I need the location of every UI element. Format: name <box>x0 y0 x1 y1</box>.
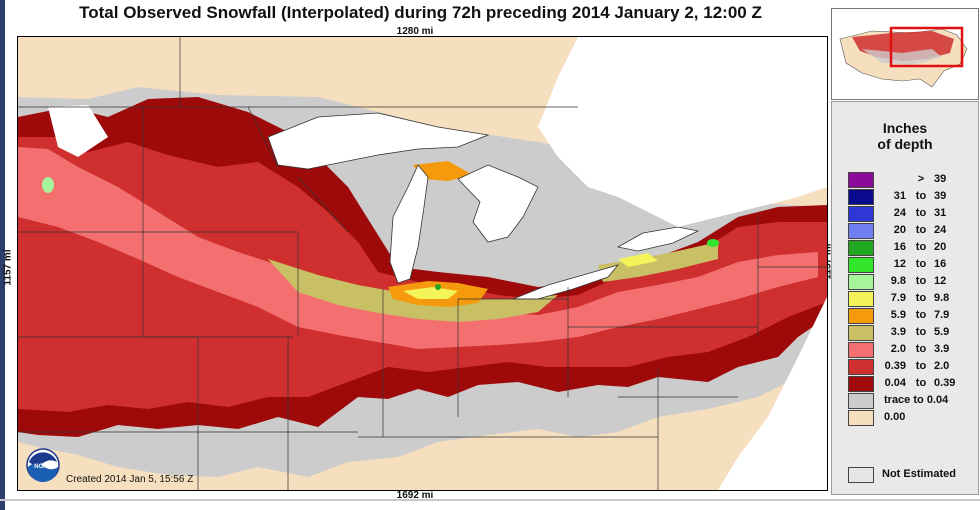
legend-to-value: to <box>915 360 927 372</box>
legend-hi-value: 20 <box>934 241 947 253</box>
legend-swatch <box>848 342 874 358</box>
svg-text:NOAA: NOAA <box>34 464 52 470</box>
legend-hi-value: 5.9 <box>934 326 950 338</box>
not-estimated-swatch <box>848 467 874 483</box>
legend: Inches of depth >39 31 to 39 24 to 31 20 to 24 16 t… <box>831 101 979 495</box>
legend-row: 2.0 to 3.9 <box>848 342 978 359</box>
legend-hi-value: 16 <box>934 258 947 270</box>
legend-swatch <box>848 240 874 256</box>
legend-row: 5.9 to 7.9 <box>848 308 978 325</box>
legend-lo-value: 31 <box>893 190 906 202</box>
region-highlight-box <box>889 26 964 68</box>
legend-to-value: to <box>915 309 927 321</box>
legend-lo-value: 0.04 <box>884 377 906 389</box>
legend-title-line1: Inches <box>882 120 928 136</box>
legend-swatch <box>848 308 874 324</box>
legend-lo-value: 9.8 <box>890 275 906 287</box>
snowfall-map-graphic <box>18 37 827 490</box>
snowfall-map <box>17 36 828 491</box>
legend-lo-value: 3.9 <box>890 326 906 338</box>
legend-row: 7.9 to 9.8 <box>848 291 978 308</box>
legend-to-value: to <box>915 343 927 355</box>
legend-to-value: to <box>915 190 927 202</box>
locator-map <box>832 9 978 99</box>
legend-row: 3.9 to 5.9 <box>848 325 978 342</box>
legend-swatch <box>848 274 874 290</box>
legend-lo-value: 16 <box>893 241 906 253</box>
legend-hi-value: 39 <box>934 173 947 185</box>
legend-swatch <box>848 223 874 239</box>
legend-row: 0.00 <box>848 410 978 427</box>
legend-swatch <box>848 393 874 409</box>
legend-lo-value: 2.0 <box>890 343 906 355</box>
legend-swatch <box>848 359 874 375</box>
legend-swatch <box>848 376 874 392</box>
legend-row: 0.04 to 0.39 <box>848 376 978 393</box>
legend-hi-value: 39 <box>934 190 947 202</box>
bottom-distance-label: 1692 mi <box>396 490 434 501</box>
left-distance-label: 1157 mi <box>2 249 14 286</box>
legend-lo-value: 24 <box>893 207 906 219</box>
legend-swatch <box>848 189 874 205</box>
legend-hi-value: 24 <box>934 224 947 236</box>
legend-lo-value: 0.39 <box>884 360 906 372</box>
legend-hi-value: 12 <box>934 275 947 287</box>
legend-title: Inches of depth <box>832 120 978 152</box>
legend-lo-value: 12 <box>893 258 906 270</box>
legend-row: 31 to 39 <box>848 189 978 206</box>
legend-range-label: trace to 0.04 <box>884 394 949 406</box>
legend-to-value: to <box>915 275 927 287</box>
legend-lo-value: 5.9 <box>890 309 906 321</box>
legend-to-value: to <box>915 326 927 338</box>
legend-to-value: to <box>915 241 927 253</box>
legend-to-value: to <box>915 377 927 389</box>
noaa-logo: NOAA <box>26 448 60 482</box>
legend-title-line2: of depth <box>877 136 933 152</box>
legend-hi-value: 7.9 <box>934 309 950 321</box>
legend-hi-value: 3.9 <box>934 343 950 355</box>
legend-to-value: to <box>915 224 927 236</box>
legend-swatch <box>848 206 874 222</box>
legend-row: 24 to 31 <box>848 206 978 223</box>
legend-swatch <box>848 257 874 273</box>
legend-swatch <box>848 325 874 341</box>
legend-lo-value: 7.9 <box>890 292 906 304</box>
map-title: Total Observed Snowfall (Interpolated) d… <box>79 3 762 22</box>
legend-hi-value: 2.0 <box>934 360 950 372</box>
legend-row: trace to 0.04 <box>848 393 978 410</box>
legend-row: >39 <box>848 172 978 189</box>
legend-lo-value: 20 <box>893 224 906 236</box>
legend-hi-value: 31 <box>934 207 947 219</box>
legend-hi-value: 9.8 <box>934 292 950 304</box>
top-distance-label: 1280 mi <box>396 26 434 37</box>
legend-range-label: 0.00 <box>884 411 906 423</box>
legend-row: 20 to 24 <box>848 223 978 240</box>
legend-to-value: > <box>917 173 925 185</box>
conus-locator-inset <box>831 8 979 100</box>
created-timestamp: Created 2014 Jan 5, 15:56 Z <box>66 474 194 485</box>
legend-swatch <box>848 291 874 307</box>
legend-to-value: to <box>915 258 927 270</box>
legend-row: 12 to 16 <box>848 257 978 274</box>
legend-swatch <box>848 172 874 188</box>
legend-row: 16 to 20 <box>848 240 978 257</box>
legend-to-value: to <box>915 292 927 304</box>
window-edge <box>0 0 5 510</box>
bottom-divider <box>0 499 980 501</box>
legend-hi-value: 0.39 <box>934 377 956 389</box>
legend-swatch <box>848 410 874 426</box>
legend-row: 0.39 to 2.0 <box>848 359 978 376</box>
legend-to-value: to <box>915 207 927 219</box>
not-estimated-label: Not Estimated <box>882 468 956 480</box>
legend-row: 9.8 to 12 <box>848 274 978 291</box>
